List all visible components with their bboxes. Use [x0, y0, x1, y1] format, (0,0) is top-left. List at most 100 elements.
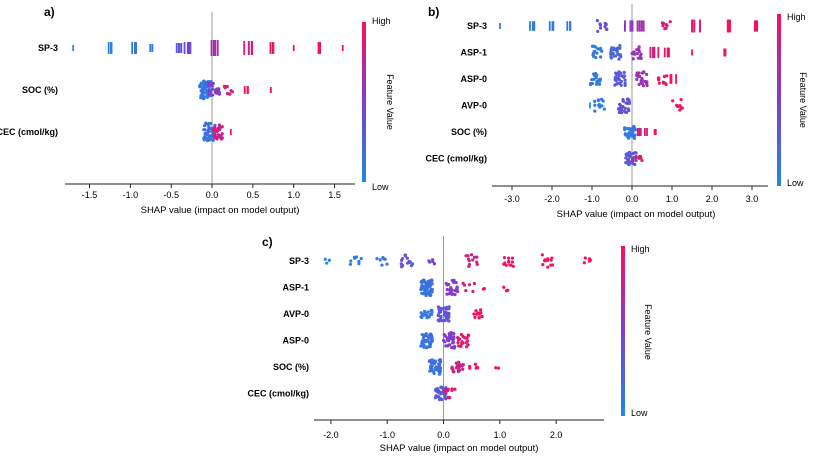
shap-point [220, 132, 224, 136]
shap-point [755, 20, 758, 32]
shap-point [691, 49, 693, 56]
shap-point [623, 132, 627, 136]
shap-point [429, 333, 433, 337]
panel-a-xtick-label: 1.0 [287, 190, 300, 200]
shap-point [644, 81, 649, 85]
shap-point [479, 308, 483, 312]
shap-point [466, 339, 470, 343]
shap-point [641, 70, 646, 74]
shap-point [269, 87, 272, 93]
shap-point [444, 390, 448, 394]
shap-point [467, 283, 472, 287]
shap-point [424, 283, 428, 287]
shap-point [72, 45, 75, 51]
shap-point [422, 312, 426, 316]
shap-point [633, 162, 637, 167]
shap-point [617, 57, 621, 61]
shap-point [357, 259, 361, 264]
shap-point [359, 256, 363, 261]
panel-a-xtick-label: 0.0 [206, 190, 219, 200]
shap-point [506, 256, 511, 260]
shap-point [445, 283, 449, 287]
shap-point [622, 74, 627, 78]
shap-point [666, 47, 669, 58]
shap-point [442, 310, 447, 314]
shap-point [378, 258, 382, 262]
shap-point [455, 289, 460, 294]
shap-point [618, 102, 622, 106]
shap-point [441, 338, 446, 343]
shap-point [661, 24, 665, 28]
shap-point [251, 41, 254, 55]
panel-b-colorbar-title: Feature Value [798, 72, 808, 128]
shap-point [476, 366, 480, 370]
shap-point [592, 77, 596, 81]
shap-point [546, 257, 550, 261]
shap-point [213, 40, 215, 56]
shap-point [615, 46, 620, 51]
shap-point [625, 153, 629, 158]
shap-point [549, 263, 553, 267]
shap-point [453, 387, 457, 391]
shap-point [466, 343, 470, 347]
shap-point [598, 26, 603, 30]
panel-a-feature-label: CEC (cmol/kg) [0, 127, 58, 137]
shap-point [199, 93, 203, 98]
shap-point [201, 94, 206, 99]
shap-point [637, 82, 641, 87]
shap-point [437, 306, 441, 310]
shap-point [200, 85, 205, 89]
shap-point [210, 40, 213, 56]
shap-point [593, 103, 597, 107]
shap-point [452, 280, 456, 284]
panel-b-label: b) [428, 5, 439, 19]
shap-point [693, 19, 696, 33]
shap-point [438, 363, 442, 367]
shap-point [467, 264, 471, 268]
shap-point [635, 51, 639, 56]
shap-point [475, 255, 479, 259]
shap-point [472, 255, 477, 259]
shap-point [724, 48, 727, 57]
shap-point [431, 259, 435, 263]
shap-point [428, 280, 433, 284]
panel-c-colorbar-high: High [631, 244, 650, 254]
shap-point [446, 318, 450, 322]
panel-b-feature-label: AVP-0 [461, 101, 487, 111]
shap-point [473, 315, 477, 320]
shap-point [614, 71, 619, 76]
shap-point [596, 29, 600, 34]
shap-point [531, 21, 534, 31]
shap-point [646, 128, 648, 136]
shap-point [348, 262, 353, 266]
shap-point [644, 128, 646, 136]
shap-point [428, 344, 432, 348]
shap-point [430, 290, 434, 294]
panel-b-feature-label: SP-3 [467, 21, 487, 31]
shap-point [436, 314, 441, 318]
shap-point [594, 55, 598, 60]
shap-point [637, 47, 641, 51]
shap-point [623, 126, 627, 130]
shap-point [469, 253, 474, 257]
shap-point [632, 134, 637, 138]
panel-b: b) -3.0 -2.0 -1.0 0.0 1.0 2.0 3.0 SP-3 ASP-1 ASP-… [425, 4, 808, 220]
shap-point [450, 346, 454, 350]
panel-c-xtick-label: 2.0 [550, 430, 563, 440]
shap-point [449, 331, 453, 335]
shap-point [609, 47, 613, 51]
panel-c-feature-label: CEC (cmol/kg) [247, 389, 309, 399]
shap-point [651, 46, 654, 59]
shap-point [723, 48, 726, 57]
shap-point [422, 279, 426, 283]
shap-point [630, 157, 635, 162]
shap-point [385, 262, 389, 266]
shap-point [641, 20, 643, 32]
shap-point [590, 77, 594, 82]
panel-a-colorbar-low: Low [372, 182, 389, 192]
shap-point [349, 259, 353, 263]
shap-point [207, 92, 212, 96]
shap-point [209, 135, 214, 139]
shap-point [419, 311, 423, 315]
shap-point [430, 364, 434, 368]
